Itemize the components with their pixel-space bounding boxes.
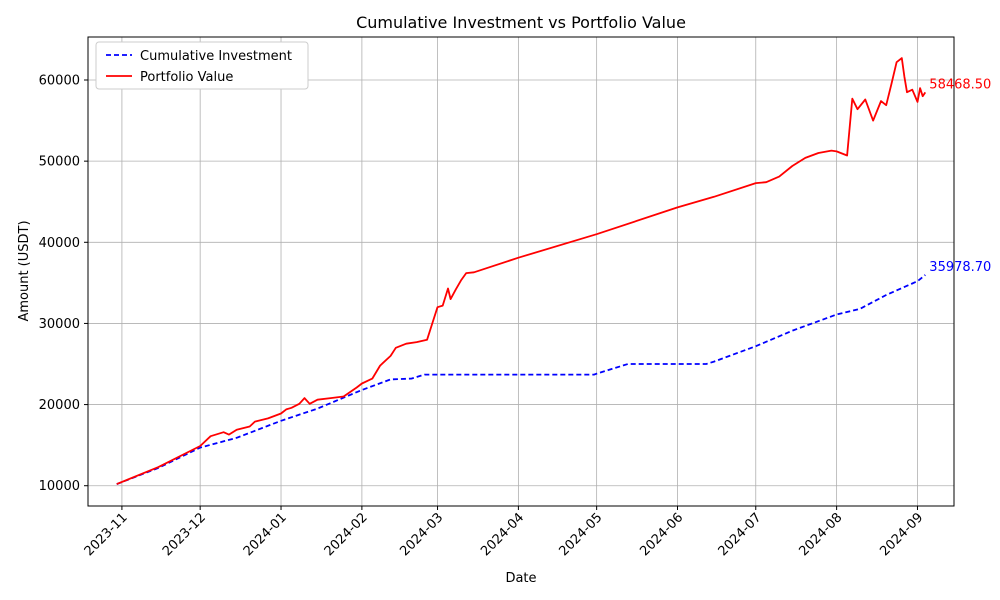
legend-box	[95, 41, 309, 90]
x-tick-label: 2024-09	[877, 510, 926, 559]
series-line-1	[116, 57, 927, 485]
x-tick-label: 2023-12	[160, 510, 209, 559]
x-tick-label: 2024-07	[716, 510, 765, 559]
plot-frame	[87, 36, 955, 507]
series-line-0	[116, 274, 926, 485]
grid	[88, 37, 954, 506]
x-tick-label: 2024-06	[637, 510, 686, 559]
x-tick-label: 2024-05	[556, 510, 605, 559]
legend: Cumulative Investment Portfolio Value	[95, 41, 309, 90]
y-tick-label: 40000	[39, 236, 80, 251]
y-tick-label: 30000	[39, 317, 80, 332]
x-tick-label: 2024-08	[796, 510, 845, 559]
chart-title: Cumulative Investment vs Portfolio Value	[356, 13, 686, 32]
y-tick-label: 60000	[39, 74, 80, 89]
x-tick-label: 2024-01	[241, 510, 290, 559]
x-tick-label: 2023-11	[82, 510, 131, 559]
y-tick-label: 50000	[39, 155, 80, 170]
legend-label-portfolio: Portfolio Value	[140, 70, 233, 85]
x-tick-label: 2024-03	[397, 510, 446, 559]
series-end-label: 35978.70	[929, 260, 991, 275]
series-end-label: 58468.50	[929, 77, 991, 92]
series-lines: 35978.70 58468.50	[116, 57, 991, 485]
axis-ticks: 2023-11 2023-12 2024-01 2024-02 2024-03 2024-…	[39, 74, 927, 560]
x-tick-label: 2024-04	[478, 510, 527, 559]
x-tick-label: 2024-02	[322, 510, 371, 559]
legend-label-investment: Cumulative Investment	[140, 49, 292, 64]
y-tick-label: 10000	[39, 479, 80, 494]
x-axis-title: Date	[505, 571, 536, 586]
y-axis-title: Amount (USDT)	[17, 220, 32, 321]
y-tick-label: 20000	[39, 398, 80, 413]
